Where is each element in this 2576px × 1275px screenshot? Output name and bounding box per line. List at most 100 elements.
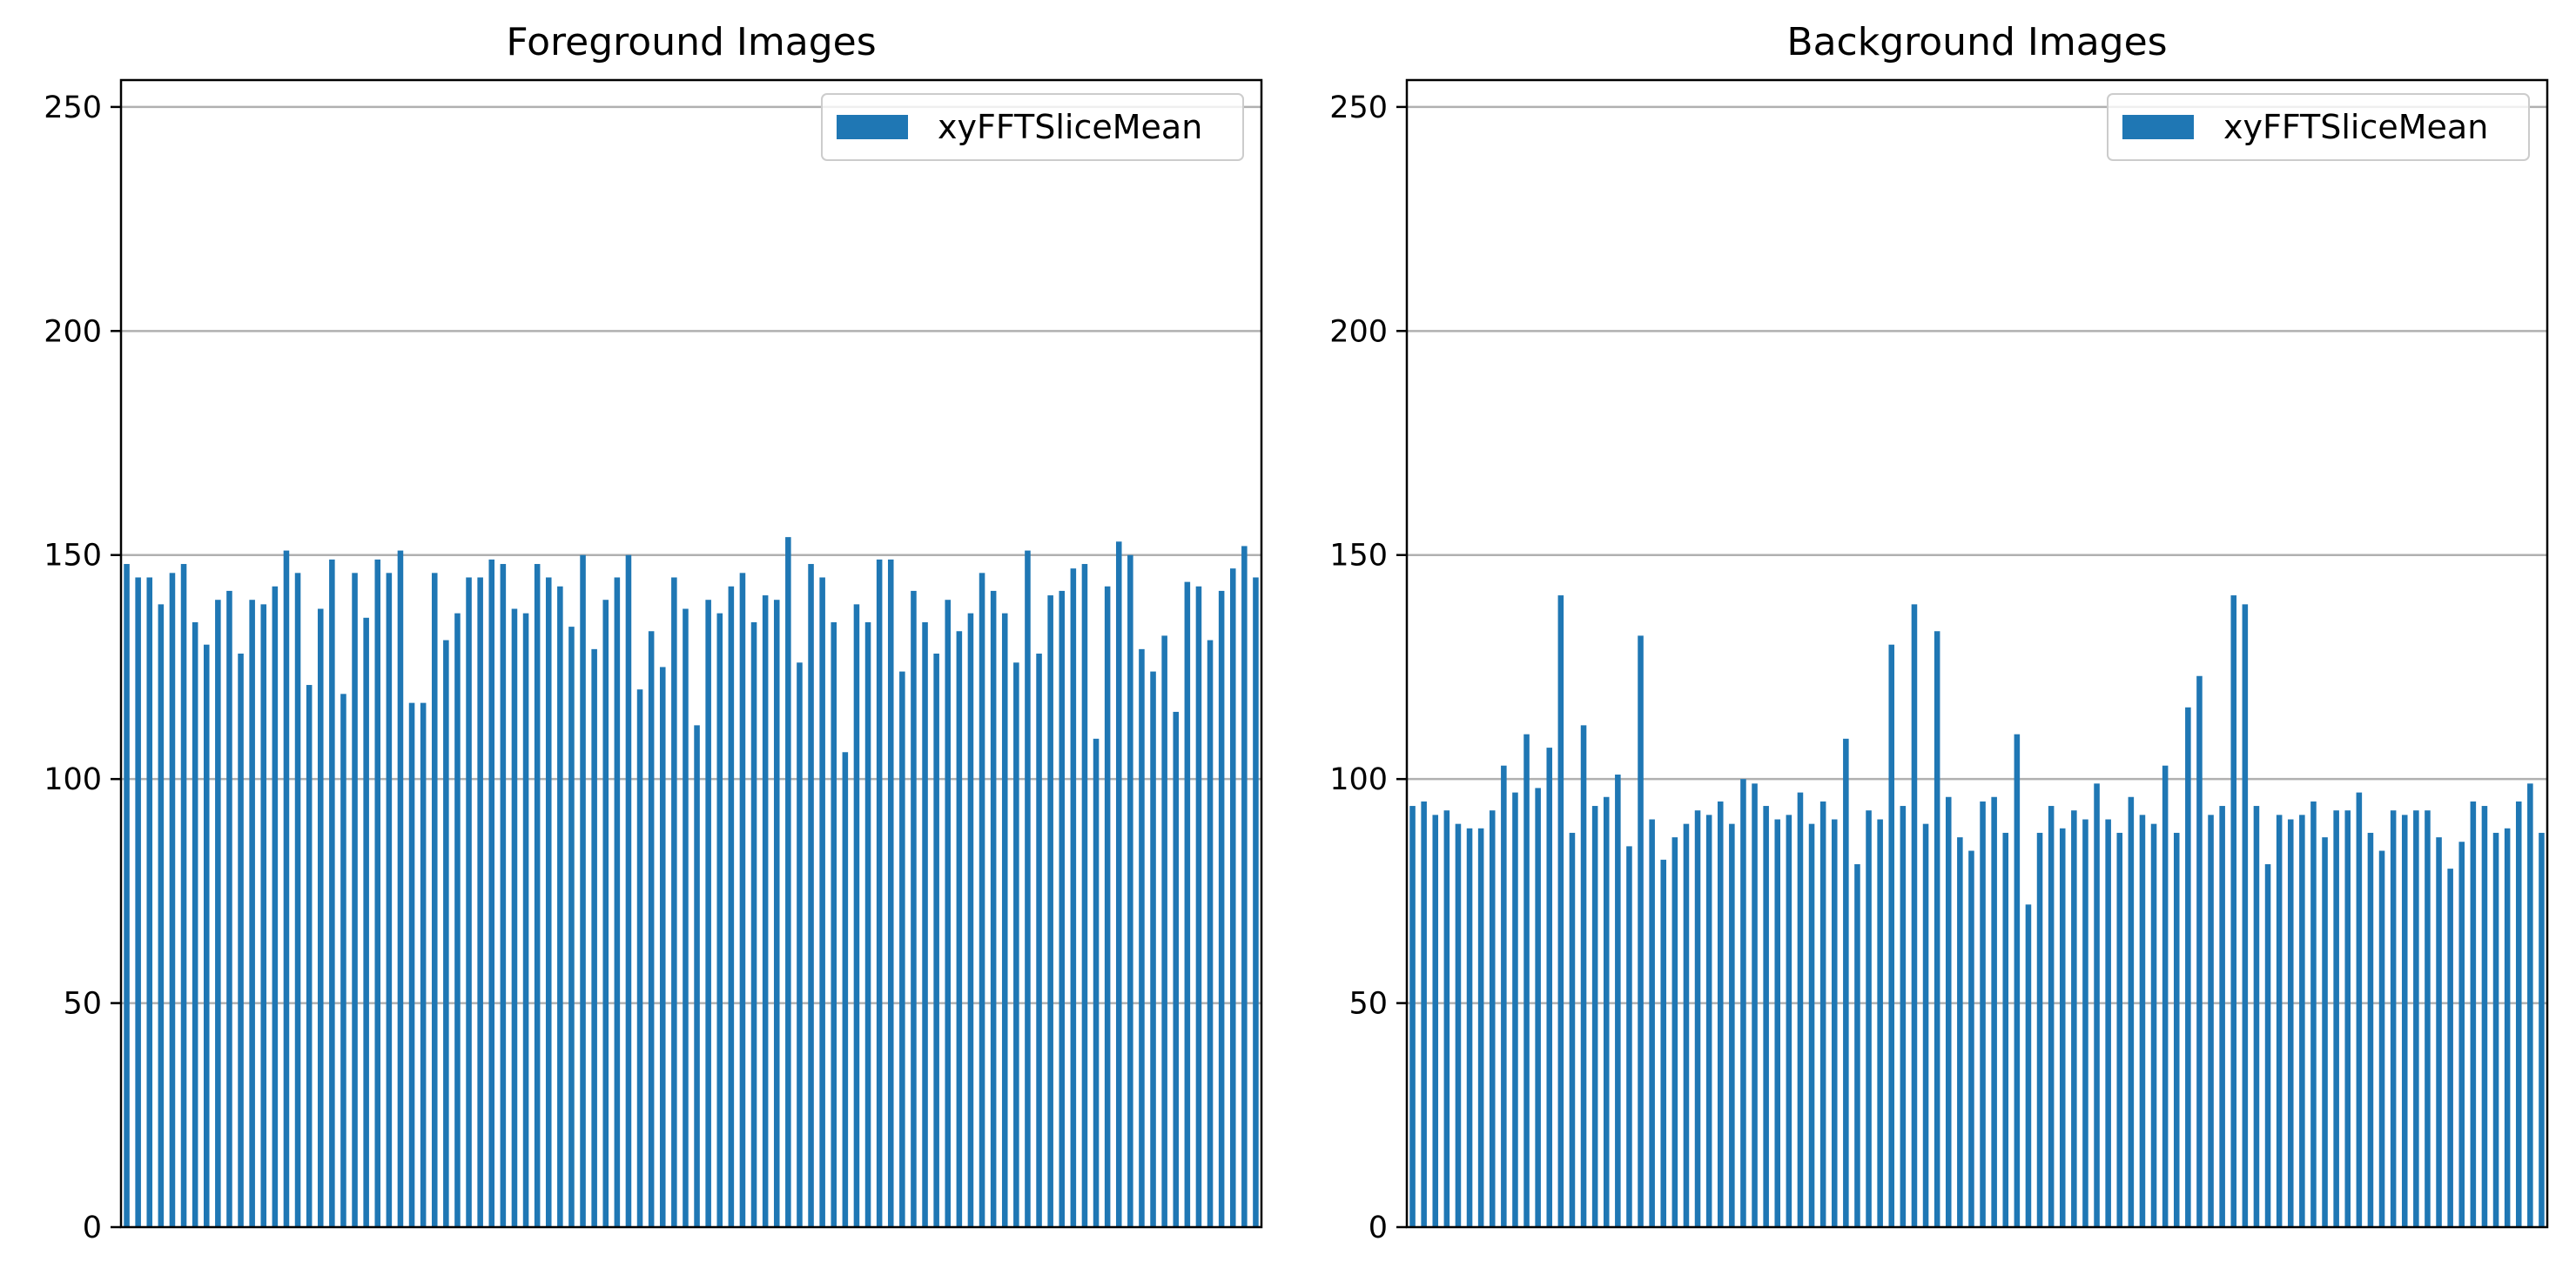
bar: [2128, 796, 2135, 1227]
legend-swatch: [837, 115, 908, 139]
y-tick-label: 100: [44, 762, 102, 797]
bar: [2378, 850, 2385, 1227]
bar: [317, 608, 324, 1227]
bar: [1195, 586, 1202, 1227]
bar: [2356, 792, 2363, 1227]
bar: [2219, 806, 2225, 1227]
bar: [2367, 832, 2374, 1227]
bar: [1036, 654, 1042, 1227]
bar-series: [124, 537, 1259, 1227]
bar: [750, 621, 757, 1227]
bar: [329, 559, 335, 1227]
bar: [911, 590, 917, 1227]
bar: [1968, 850, 1974, 1227]
bar: [1218, 590, 1225, 1227]
bar: [2310, 801, 2317, 1227]
bar: [1660, 859, 1667, 1227]
bar: [728, 586, 735, 1227]
bar: [625, 554, 632, 1227]
bar: [146, 577, 153, 1227]
bar: [1443, 810, 1450, 1227]
bar: [990, 590, 997, 1227]
bar: [420, 702, 427, 1227]
bar: [614, 577, 621, 1227]
bar: [1911, 604, 1918, 1227]
bar: [2436, 837, 2442, 1227]
bar: [591, 648, 597, 1227]
bar: [1797, 792, 1804, 1227]
bar: [1786, 815, 1792, 1227]
bar: [2082, 819, 2088, 1227]
bar: [1900, 806, 1907, 1227]
bar: [853, 604, 860, 1227]
bar: [785, 537, 791, 1227]
bar: [2276, 815, 2283, 1227]
bar: [819, 577, 825, 1227]
bar: [1740, 779, 1746, 1227]
y-axis: 0 50 100 150 200 250: [44, 91, 121, 1245]
bar: [979, 573, 985, 1227]
bar: [169, 573, 176, 1227]
bar: [1013, 662, 1019, 1227]
bar: [1957, 837, 1963, 1227]
bar: [500, 564, 507, 1227]
bar: [1173, 711, 1180, 1227]
bar: [1535, 788, 1541, 1227]
bar: [2322, 837, 2328, 1227]
bar: [2242, 604, 2249, 1227]
y-tick-label: 200: [1329, 314, 1388, 349]
bar: [1127, 554, 1133, 1227]
bar: [945, 600, 952, 1227]
bar: [1945, 796, 1952, 1227]
bar: [1717, 801, 1724, 1227]
bar: [1729, 823, 1735, 1227]
bar: [1001, 613, 1008, 1227]
bar: [2287, 819, 2294, 1227]
bar: [1591, 806, 1598, 1227]
bar: [671, 577, 677, 1227]
bar: [1615, 775, 1621, 1227]
bar: [2139, 815, 2146, 1227]
bar: [1557, 595, 1564, 1227]
bar: [386, 573, 393, 1227]
bar: [2059, 828, 2066, 1227]
legend-swatch: [2122, 115, 2194, 139]
bar: [1093, 738, 1100, 1227]
y-tick-label: 0: [1369, 1211, 1388, 1245]
bar: [659, 667, 666, 1227]
y-tick-label: 250: [44, 91, 102, 125]
bar: [249, 600, 255, 1227]
bar: [2071, 810, 2077, 1227]
bar: [683, 608, 689, 1227]
legend-label: xyFFTSliceMean: [2223, 108, 2488, 146]
y-tick-label: 200: [44, 314, 102, 349]
bar: [2481, 806, 2488, 1227]
bar: [306, 685, 313, 1227]
y-tick-label: 100: [1329, 762, 1388, 797]
bar: [2150, 823, 2157, 1227]
bar: [2253, 806, 2260, 1227]
bar: [1843, 738, 1849, 1227]
bar: [1808, 823, 1815, 1227]
plot-frame: [1405, 78, 2549, 1229]
bar: [2515, 801, 2522, 1227]
bar: [2196, 675, 2203, 1227]
bar: [2264, 863, 2271, 1227]
bar: [1115, 541, 1122, 1227]
bar: [443, 640, 449, 1227]
bar: [1638, 635, 1644, 1227]
bar: [1866, 810, 1872, 1227]
bar: [1626, 846, 1632, 1227]
bar: [899, 671, 905, 1227]
bar: [272, 586, 279, 1227]
bar: [1888, 644, 1895, 1227]
bar: [1705, 815, 1712, 1227]
bar: [1580, 725, 1587, 1227]
bar: [1523, 734, 1530, 1227]
bar: [2208, 815, 2214, 1227]
bar: [1671, 837, 1678, 1227]
bar: [694, 725, 700, 1227]
bar: [2162, 765, 2169, 1227]
bar: [2401, 815, 2408, 1227]
bar: [1455, 823, 1462, 1227]
